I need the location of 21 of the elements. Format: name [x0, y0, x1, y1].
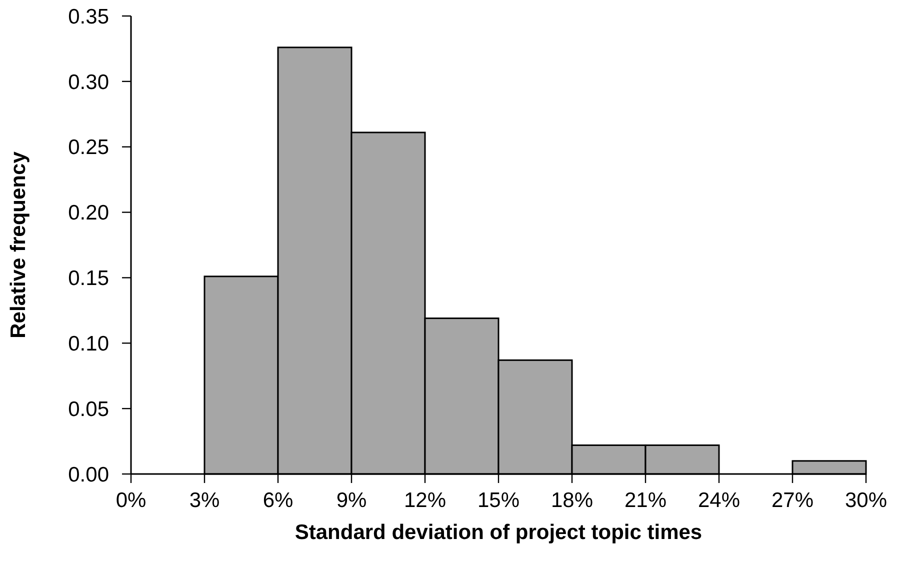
x-tick-label: 6%	[262, 489, 294, 512]
x-tick-label: 30%	[844, 489, 888, 512]
y-tick-label: 0.25	[68, 136, 109, 160]
y-tick-label: 0.15	[68, 267, 109, 290]
x-tick-label: 18%	[550, 489, 594, 512]
x-tick-label: 0%	[116, 489, 146, 512]
y-tick-label: 0.30	[68, 70, 109, 94]
y-axis-title: Relative frequency	[7, 151, 30, 338]
x-tick-label: 21%	[624, 489, 667, 512]
x-tick-label: 12%	[404, 489, 446, 512]
y-tick-label: 0.00	[68, 463, 109, 486]
x-axis-title: Standard deviation of project topic times	[294, 521, 702, 544]
x-tick-label: 3%	[189, 489, 220, 512]
y-tick-label: 0.05	[68, 398, 109, 421]
x-tick-label: 9%	[336, 489, 367, 512]
y-tick-label: 0.10	[68, 332, 109, 356]
x-tick-label: 27%	[771, 489, 814, 512]
y-tick-label: 0.20	[68, 202, 109, 225]
y-tick-label: 0.35	[68, 5, 109, 28]
x-tick-label: 24%	[698, 489, 740, 512]
x-tick-label: 15%	[477, 489, 520, 512]
